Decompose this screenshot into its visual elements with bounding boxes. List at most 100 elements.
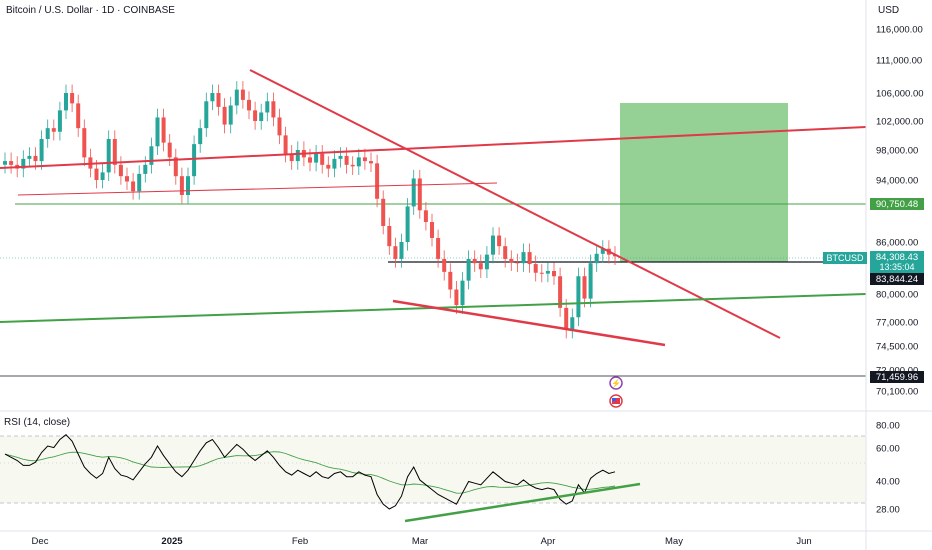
candle-body [356, 157, 361, 167]
price-tick-label: 74,500.00 [876, 342, 918, 353]
candle-body [167, 142, 172, 158]
candle-body [332, 158, 337, 169]
candle-body [112, 138, 117, 165]
candle-body [21, 158, 26, 169]
candle-body [472, 258, 477, 264]
candle-body [277, 117, 282, 136]
candle-body [57, 110, 62, 132]
candle-body [289, 153, 294, 162]
candle-body [588, 263, 593, 299]
price-tick-label: 86,000.00 [876, 238, 918, 249]
candle-body [491, 235, 495, 255]
level-tag-3-text: 71,459.96 [876, 372, 918, 383]
candle-body [143, 164, 148, 174]
candle-body [228, 105, 233, 125]
last-price-text: 84,308.43 [876, 252, 918, 263]
rsi-tick-label: 28.00 [876, 505, 900, 516]
level-tag-3: 71,459.96 [870, 371, 924, 383]
price-tick-label: 111,000.00 [876, 56, 922, 67]
price-tick-label: 98,000.00 [876, 146, 918, 157]
candle-body [570, 317, 575, 330]
price-tick-label: 116,000.00 [876, 25, 923, 36]
candle-body [497, 235, 502, 247]
candle-body [460, 280, 465, 306]
candle-body [314, 153, 319, 163]
candle-body [253, 110, 258, 121]
falling-wedge-lower-line [392, 299, 666, 347]
price-tick-label: 70,100.00 [876, 387, 918, 398]
candle-body [27, 155, 32, 159]
candle-body [582, 276, 587, 299]
target-zone-box [620, 103, 788, 262]
candle-body [118, 164, 123, 177]
rsi-tick-label: 60.00 [876, 444, 900, 455]
rsi-band-fill [0, 436, 866, 503]
candle-body [283, 135, 288, 154]
candle-body [344, 155, 349, 165]
news-event-icon[interactable]: ⚡ [609, 376, 623, 390]
candle-body [338, 155, 343, 159]
candle-body [76, 103, 81, 129]
time-axis[interactable]: Dec 2025 Feb Mar Apr May Jun [32, 536, 812, 547]
level-tag-2-text: 83,844.24 [876, 274, 918, 285]
currency-label: USD [878, 5, 900, 16]
candle-body [295, 150, 300, 162]
candle-body [271, 101, 276, 118]
channel-inner-red-line [17, 182, 498, 196]
time-tick-label: Apr [541, 536, 556, 547]
candle-body [64, 93, 68, 111]
time-tick-label: Mar [412, 536, 428, 547]
candle-body [545, 271, 550, 274]
candle-body [552, 271, 556, 277]
candle-body [393, 246, 398, 259]
candle-body [436, 237, 441, 259]
candle-body [381, 198, 386, 226]
candle-body [155, 117, 160, 147]
time-tick-label: 2025 [161, 536, 183, 547]
candle-body [405, 206, 410, 242]
candle-body [308, 157, 312, 163]
price-tick-label: 80,000.00 [876, 290, 918, 301]
chart-title: Bitcoin / U.S. Dollar · 1D · COINBASE [6, 5, 175, 16]
price-tick-label: 94,000.00 [876, 176, 918, 187]
candle-body [448, 271, 453, 290]
symbol-tag-text: BTCUSD [826, 253, 864, 263]
price-tick-label: 77,000.00 [876, 318, 918, 329]
candle-body [137, 173, 142, 192]
candle-body [39, 138, 44, 162]
candle-body [247, 99, 251, 111]
candle-body [509, 258, 514, 263]
candle-body [423, 210, 428, 223]
candle-body [326, 164, 331, 169]
candle-body [70, 93, 75, 104]
level-tag-1-text: 90,750.48 [876, 199, 918, 210]
candle-body [430, 222, 434, 238]
time-tick-label: May [665, 536, 683, 547]
candle-body [558, 276, 563, 308]
symbol-tag: BTCUSD [823, 252, 867, 264]
candle-body [399, 242, 404, 259]
candle-body [576, 276, 581, 318]
candle-body [594, 253, 599, 264]
candle-body [259, 112, 264, 121]
candle-body [149, 146, 154, 165]
candle-body [362, 157, 367, 162]
candle-body [240, 89, 245, 100]
candle-body [503, 246, 508, 259]
price-axis[interactable]: 116,000.00 111,000.00 106,000.00 102,000.00… [876, 25, 924, 398]
rsi-indicator-label[interactable]: RSI (14, close) [4, 417, 71, 428]
candle-body [417, 178, 422, 211]
candle-body [125, 176, 129, 182]
us-flag-event-icon[interactable] [609, 394, 623, 408]
candle-body [82, 128, 87, 158]
last-price-tag: 84,308.43 13:35:04 [870, 251, 924, 273]
rsi-axis[interactable]: 80.00 60.00 40.00 28.00 [876, 421, 900, 516]
candle-body [375, 163, 380, 199]
candle-body [179, 176, 184, 195]
candle-body [216, 93, 221, 107]
price-tick-label: 102,000.00 [876, 117, 924, 128]
rsi-tick-label: 40.00 [876, 477, 900, 488]
candle-body [411, 178, 416, 207]
level-tag-2: 83,844.24 [870, 273, 924, 285]
